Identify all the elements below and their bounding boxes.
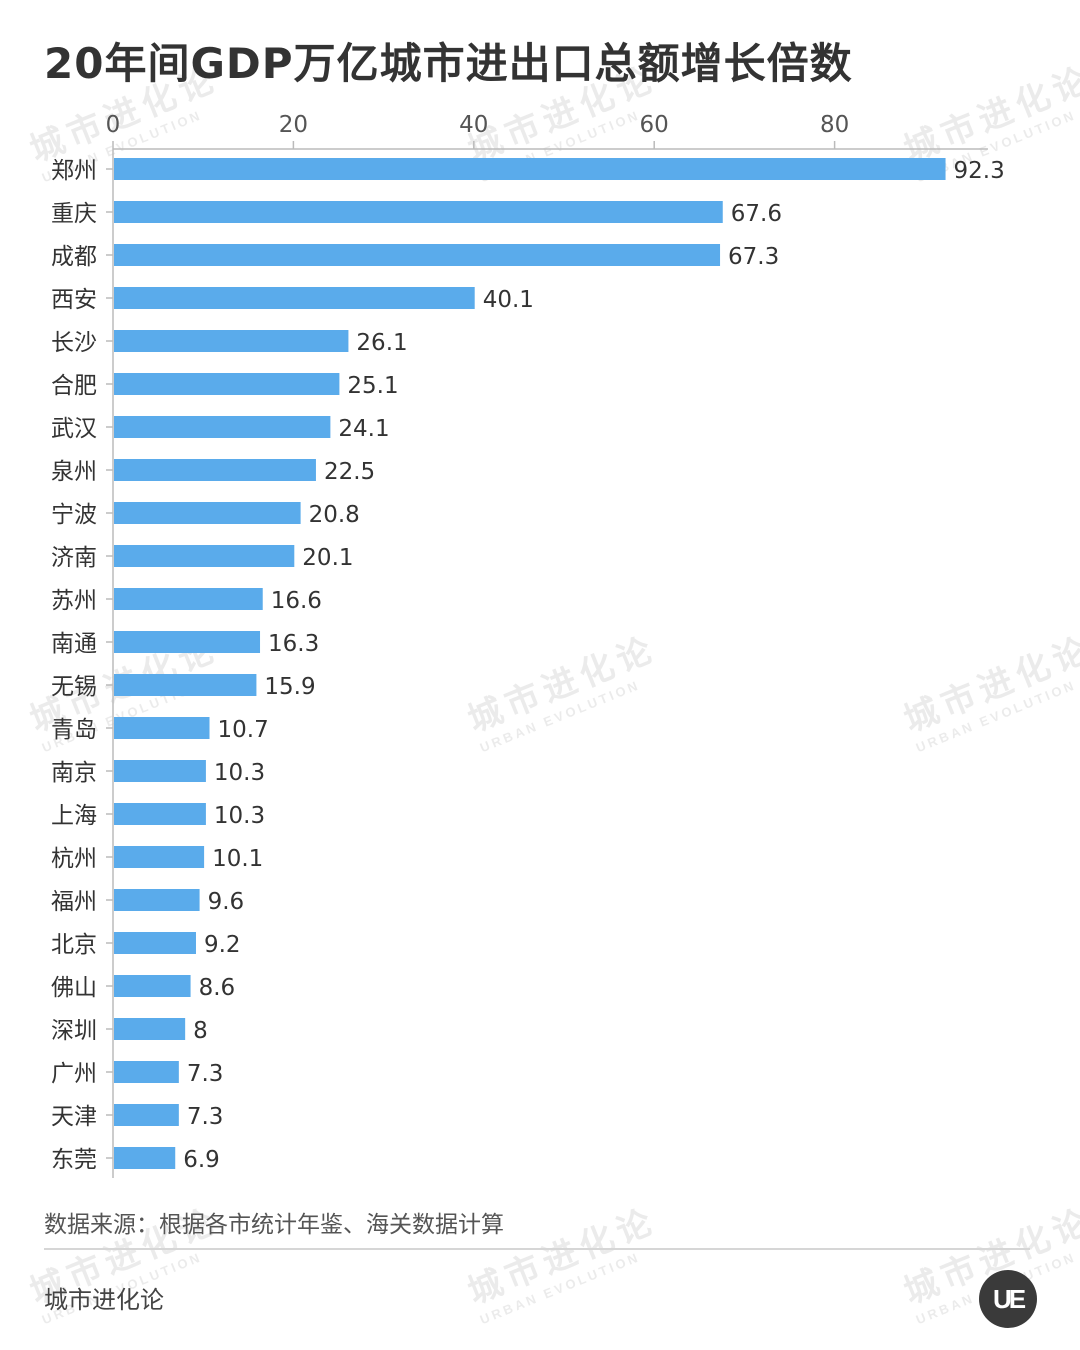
bar	[114, 158, 946, 180]
brand-logo: UE	[979, 1270, 1037, 1328]
value-label: 26.1	[356, 330, 407, 356]
bar	[114, 373, 340, 395]
category-label: 佛山	[51, 975, 97, 1001]
x-tick-label: 60	[640, 112, 669, 138]
value-label: 40.1	[483, 287, 534, 313]
bar	[114, 975, 191, 997]
x-tick-label: 20	[279, 112, 308, 138]
bar	[114, 459, 316, 481]
x-tick-label: 40	[459, 112, 488, 138]
value-label: 24.1	[338, 416, 389, 442]
bar	[114, 1147, 176, 1169]
category-label: 上海	[51, 803, 97, 829]
category-label: 郑州	[51, 158, 97, 184]
value-label: 8	[193, 1018, 208, 1044]
bar	[114, 932, 196, 954]
value-label: 16.6	[271, 588, 322, 614]
x-tick-label: 80	[820, 112, 849, 138]
bar	[114, 545, 295, 567]
value-label: 67.6	[731, 201, 782, 227]
category-label: 无锡	[51, 674, 97, 700]
bar	[114, 674, 257, 696]
bar	[114, 1018, 186, 1040]
footer-divider	[44, 1248, 1030, 1250]
value-label: 10.7	[218, 717, 269, 743]
value-label: 6.9	[183, 1147, 220, 1173]
value-label: 10.3	[214, 760, 265, 786]
x-tick-label: 0	[106, 112, 121, 138]
category-label: 福州	[51, 889, 97, 915]
bar	[114, 201, 723, 223]
bar	[114, 760, 206, 782]
value-label: 67.3	[728, 244, 779, 270]
value-label: 16.3	[268, 631, 319, 657]
category-label: 北京	[51, 932, 97, 958]
category-label: 南京	[51, 760, 97, 786]
value-label: 20.8	[309, 502, 360, 528]
bar	[114, 330, 349, 352]
bar	[114, 1061, 179, 1083]
value-label: 8.6	[199, 975, 236, 1001]
bar	[114, 889, 200, 911]
category-label: 泉州	[51, 459, 97, 485]
category-label: 深圳	[51, 1018, 97, 1044]
category-label: 杭州	[51, 846, 97, 872]
category-label: 青岛	[51, 717, 97, 743]
value-label: 10.3	[214, 803, 265, 829]
bar	[114, 717, 210, 739]
category-label: 成都	[51, 244, 97, 270]
bar	[114, 846, 205, 868]
category-label: 西安	[51, 287, 97, 313]
bar	[114, 803, 206, 825]
bar	[114, 287, 475, 309]
bar	[114, 502, 301, 524]
category-label: 南通	[51, 631, 97, 657]
value-label: 7.3	[187, 1061, 224, 1087]
value-label: 9.6	[208, 889, 245, 915]
category-label: 合肥	[51, 373, 97, 399]
category-label: 广州	[51, 1061, 97, 1087]
category-label: 东莞	[51, 1147, 97, 1173]
category-label: 长沙	[51, 330, 97, 356]
category-label: 济南	[51, 545, 97, 571]
value-label: 92.3	[954, 158, 1005, 184]
category-label: 重庆	[51, 201, 97, 227]
value-label: 9.2	[204, 932, 241, 958]
brand-name: 城市进化论	[44, 1286, 164, 1314]
category-label: 武汉	[51, 416, 97, 442]
value-label: 7.3	[187, 1104, 224, 1130]
value-label: 10.1	[212, 846, 263, 872]
value-label: 20.1	[302, 545, 353, 571]
bar	[114, 588, 263, 610]
value-label: 15.9	[264, 674, 315, 700]
category-label: 苏州	[51, 588, 97, 614]
chart-title: 20年间GDP万亿城市进出口总额增长倍数	[44, 39, 853, 88]
bar	[114, 1104, 179, 1126]
category-label: 天津	[51, 1104, 97, 1130]
bar	[114, 244, 721, 266]
category-label: 宁波	[51, 502, 97, 528]
bar	[114, 416, 331, 438]
data-source-note: 数据来源：根据各市统计年鉴、海关数据计算	[44, 1212, 504, 1238]
value-label: 25.1	[347, 373, 398, 399]
value-label: 22.5	[324, 459, 375, 485]
bar	[114, 631, 261, 653]
